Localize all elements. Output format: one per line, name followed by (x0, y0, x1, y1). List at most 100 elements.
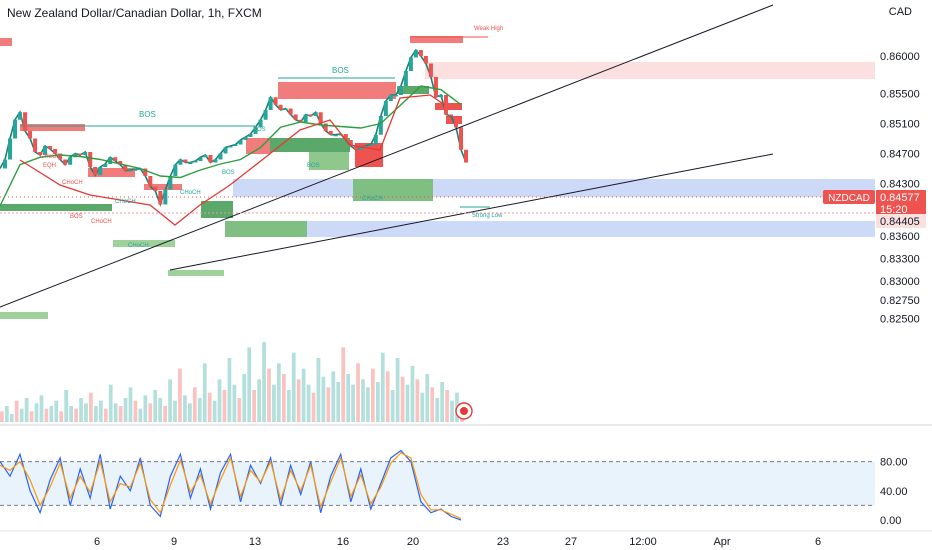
bos-label: BOS (139, 110, 156, 119)
moving-average-line (0, 85, 462, 207)
order-block (309, 152, 349, 170)
level-tag-value: 0.84405 (880, 216, 920, 228)
volume-bar (0, 411, 4, 422)
price-candle (388, 95, 393, 101)
price-candle (453, 116, 458, 128)
volume-bar (138, 408, 143, 422)
order-block (435, 103, 462, 110)
price-candle (38, 152, 43, 155)
volume-bar (202, 363, 207, 422)
price-candle (238, 140, 243, 145)
price-candle (403, 71, 408, 86)
volume-bar (445, 390, 449, 422)
volume-bar (24, 398, 29, 422)
volume-bar (113, 403, 118, 422)
price-candle (418, 50, 423, 56)
volume-bar (331, 371, 336, 422)
bos-label: BOS (307, 163, 320, 169)
price-candle (228, 146, 233, 148)
osc-tick-label: 0.00 (880, 515, 901, 527)
price-candle (168, 176, 173, 190)
price-candle (323, 123, 328, 131)
volume-bar (197, 398, 202, 422)
time-tick-label: 16 (337, 536, 349, 548)
volume-bar (153, 390, 158, 422)
price-candle (288, 108, 293, 115)
trendline-steep (0, 4, 774, 308)
volume-bar (168, 379, 172, 422)
volume-bar (64, 390, 69, 422)
price-candle (373, 134, 378, 145)
currency-label: CAD (888, 6, 912, 18)
volume-bar (148, 403, 153, 422)
volume-bar (415, 379, 420, 422)
price-candle (13, 119, 18, 139)
price-candle (203, 155, 208, 158)
volume-bar (44, 408, 49, 422)
stochastic-panel (0, 449, 875, 521)
order-block (225, 221, 307, 237)
price-candle (143, 168, 148, 176)
choch-label: CHoCH (128, 243, 149, 249)
volume-bar (341, 347, 346, 422)
price-candle (223, 147, 228, 154)
price-candle (68, 157, 73, 165)
volume-bar (178, 368, 182, 422)
bos-label: BOS (222, 170, 235, 176)
weak-high-label: Weak High (474, 26, 503, 32)
volume-bar (158, 398, 163, 422)
volume-bar (4, 406, 9, 422)
order-block (270, 138, 350, 152)
price-candle (448, 114, 453, 116)
price-candle (3, 159, 8, 169)
price-candle (53, 149, 58, 154)
chart-title: New Zealand Dollar/Canadian Dollar, 1h, … (7, 6, 262, 20)
order-block (278, 82, 396, 99)
price-candle (363, 146, 368, 148)
volume-bar (108, 384, 113, 422)
volume-bar (247, 347, 252, 422)
time-tick-label: 12:00 (629, 536, 657, 548)
price-tag (876, 190, 926, 216)
volume-bar (19, 408, 24, 422)
price-candle (108, 157, 113, 164)
price-candle (98, 167, 103, 176)
price-candle (293, 114, 298, 120)
volume-bar (84, 403, 88, 422)
price-candle (343, 134, 348, 140)
osc-tick-label: 40.00 (880, 486, 908, 498)
price-candle (103, 164, 108, 167)
grid (0, 424, 932, 532)
volume-bar (59, 411, 64, 422)
price-candle (148, 176, 153, 187)
volume-bar (351, 384, 355, 422)
time-tick-label: 6 (815, 536, 821, 548)
volume-bar (450, 400, 454, 422)
volume-bar (89, 392, 93, 422)
price-candle (338, 134, 343, 136)
price-candle (328, 131, 333, 135)
volume-bar (74, 408, 78, 422)
volume-bar (34, 403, 39, 422)
volume-bar (143, 395, 148, 422)
osc-tick-label: 80.00 (880, 457, 908, 469)
price-candle (133, 169, 138, 171)
price-candle (18, 112, 23, 120)
price-candle (459, 127, 463, 150)
volume-bar (217, 379, 222, 422)
volume-bar (192, 387, 197, 422)
eqh-label: EQH (43, 163, 56, 169)
price-candle (213, 159, 218, 163)
volume-bar (356, 363, 360, 422)
volume-bar (123, 398, 128, 422)
strong-low-label: Strong Low (472, 213, 503, 219)
price-tick-label: 0.83000 (880, 276, 920, 288)
price-candle (443, 95, 448, 115)
choch-label: CHoCH (91, 219, 112, 225)
price-candle (273, 97, 278, 105)
volume-bar (252, 390, 257, 422)
order-block (88, 168, 135, 177)
price-candle (83, 152, 88, 155)
price-candle (153, 186, 158, 191)
